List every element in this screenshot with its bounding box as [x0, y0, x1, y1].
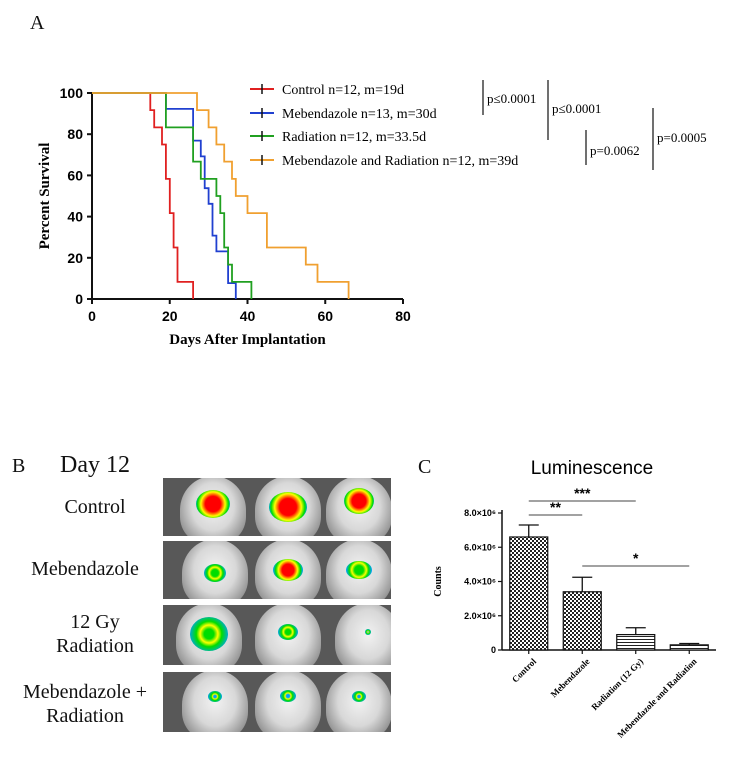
panel-a-label: A [30, 12, 45, 34]
y-tick-label-4: 8.0×10⁶ [464, 508, 496, 518]
luminescence-signal [269, 492, 308, 522]
sig-label-1: *** [574, 485, 591, 501]
image-row-1 [163, 541, 391, 599]
x-axis-label: Days After Implantation [169, 332, 326, 348]
row-label-control: Control [64, 496, 126, 518]
luminescence-signal [280, 690, 297, 702]
luminescence-signal [278, 624, 299, 640]
legend-entry-1: Mebendazole n=13, m=30d [282, 107, 437, 122]
row-label-combo-line2: Radiation [46, 705, 124, 727]
row-label-mebendazole: Mebendazole [31, 558, 139, 580]
y-tick-label-0: 0 [75, 291, 83, 307]
series-line-0 [92, 92, 195, 299]
y-tick-label-3: 60 [67, 167, 83, 183]
y-tick-label-2: 40 [67, 209, 83, 225]
bar-0 [509, 536, 549, 651]
survival-chart: 0 20 40 60 80 0 20 40 60 80 100 Days After Implanta… [37, 80, 707, 348]
panel-b-title: Day 12 [60, 452, 130, 478]
y-tick-label-1: 20 [67, 250, 83, 266]
y-tick-label-0: 0 [491, 645, 496, 655]
legend-entry-0: Control n=12, m=19d [282, 83, 404, 98]
x-tick-label-0: Control [510, 656, 539, 685]
sig-label-2: * [633, 550, 639, 566]
bar-3 [669, 644, 709, 651]
luminescence-signal [189, 616, 228, 651]
luminescence-signal [344, 488, 375, 515]
row-label-radiation-line2: Radiation [56, 635, 134, 657]
row-label-radiation-line1: 12 Gy [70, 611, 120, 633]
y-tick-label-3: 6.0×10⁶ [464, 542, 496, 552]
bar-2 [616, 633, 656, 651]
series-line-3 [92, 92, 350, 299]
panel-b-label: B [12, 455, 26, 477]
luminescence-signal [352, 690, 367, 702]
sig-label-0: ** [550, 499, 561, 515]
chart-title: Luminescence [531, 458, 654, 479]
mouse-silhouette [255, 672, 322, 732]
image-row-3 [163, 672, 391, 732]
luminescence-signal [208, 690, 223, 702]
mouse-silhouette [326, 672, 391, 732]
x-tick-label-3: Mebendazole and Radiation [615, 656, 698, 739]
x-tick-label-1: Mebendazole [549, 656, 592, 699]
p-value-1: p≤0.0001 [552, 101, 601, 116]
row-label-combo-line1: Mebendazole + [22, 681, 147, 703]
luminescence-signal [273, 559, 304, 581]
x-tick-label-2: 40 [240, 308, 256, 324]
image-row-2 [163, 605, 391, 665]
y-tick-label-2: 4.0×10⁶ [464, 577, 496, 587]
row-label-radiation: 12 Gy Radiation [30, 610, 160, 658]
series-line-2 [92, 92, 253, 299]
bar-1 [562, 591, 602, 651]
y-axis-label: Counts [433, 566, 444, 597]
y-tick-label-1: 2.0×10⁶ [464, 611, 496, 621]
x-tick-label-1: 20 [162, 308, 178, 324]
y-tick-label-4: 80 [67, 126, 83, 142]
panel-c-label: C [418, 456, 432, 478]
y-axis-label: Percent Survival [37, 143, 53, 250]
luminescence-signal [196, 490, 231, 519]
luminescence-signal [365, 629, 372, 635]
series-line-1 [92, 92, 237, 299]
mouse-silhouette [335, 605, 391, 665]
legend-entry-2: Radiation n=12, m=33.5d [282, 130, 426, 145]
x-tick-label-0: 0 [88, 308, 96, 324]
luminescence-signal [204, 563, 227, 582]
y-tick-label-5: 100 [60, 85, 84, 101]
x-tick-label-2: Radiation (12 Gy) [589, 656, 645, 712]
luminescence-signal [346, 561, 373, 579]
p-value-0: p≤0.0001 [487, 91, 536, 106]
row-label-combo: Mebendazole + Radiation [6, 680, 164, 728]
x-tick-label-3: 60 [317, 308, 333, 324]
p-value-2: p=0.0062 [590, 143, 640, 158]
legend-entry-3: Mebendazole and Radiation n=12, m=39d [282, 154, 518, 169]
image-row-0 [163, 478, 391, 536]
mouse-silhouette [182, 672, 249, 732]
p-value-3: p=0.0005 [657, 130, 707, 145]
x-tick-label-4: 80 [395, 308, 411, 324]
